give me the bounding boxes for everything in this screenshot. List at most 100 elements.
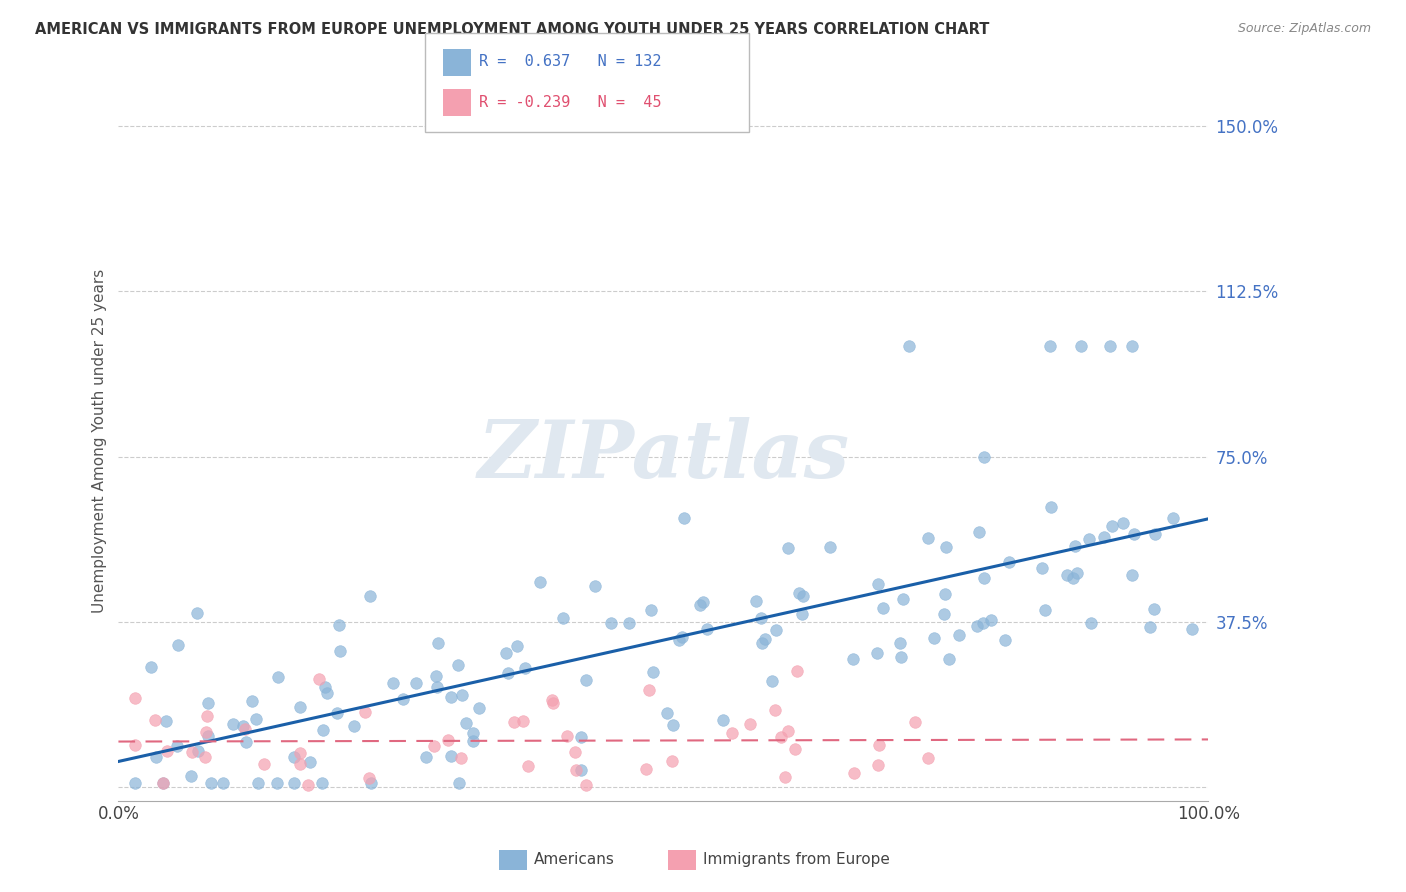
Point xyxy=(447,776,470,790)
Point xyxy=(167,638,190,652)
Point xyxy=(787,585,810,599)
Point xyxy=(312,723,335,737)
Point xyxy=(283,776,305,790)
Point xyxy=(392,691,415,706)
Point xyxy=(197,709,219,723)
Point xyxy=(778,541,800,556)
Point xyxy=(740,717,762,731)
Y-axis label: Unemployment Among Youth under 25 years: Unemployment Among Youth under 25 years xyxy=(93,269,107,614)
Point xyxy=(934,587,956,601)
Point xyxy=(1161,510,1184,524)
Point xyxy=(124,776,146,790)
Point xyxy=(283,750,305,764)
Point xyxy=(245,712,267,726)
Point xyxy=(1092,530,1115,544)
Point xyxy=(463,733,485,747)
Point xyxy=(212,776,235,790)
Point xyxy=(152,776,174,790)
Point xyxy=(751,636,773,650)
Point xyxy=(124,690,146,705)
Point xyxy=(754,632,776,646)
Point xyxy=(308,673,330,687)
Point xyxy=(972,615,994,630)
Point xyxy=(468,701,491,715)
Point xyxy=(1123,527,1146,541)
Point xyxy=(917,751,939,765)
Point xyxy=(463,726,485,740)
Point xyxy=(186,606,208,620)
Point xyxy=(197,696,219,710)
Point xyxy=(247,776,270,790)
Point xyxy=(994,632,1017,647)
Point xyxy=(1080,615,1102,630)
Point xyxy=(671,631,693,645)
Point xyxy=(426,680,449,694)
Point xyxy=(194,749,217,764)
Point xyxy=(329,643,352,657)
Point xyxy=(166,739,188,753)
Point xyxy=(328,617,350,632)
Point xyxy=(495,646,517,660)
Point xyxy=(1056,567,1078,582)
Point xyxy=(235,734,257,748)
Point xyxy=(502,714,524,729)
Point xyxy=(617,615,640,630)
Point xyxy=(891,592,914,607)
Point xyxy=(267,670,290,684)
Point xyxy=(381,676,404,690)
Point xyxy=(948,628,970,642)
Point xyxy=(529,574,551,589)
Point xyxy=(1033,603,1056,617)
Point xyxy=(569,730,592,744)
Point xyxy=(934,607,956,621)
Point xyxy=(866,576,889,591)
Point xyxy=(405,676,427,690)
Point xyxy=(966,619,988,633)
Point xyxy=(143,713,166,727)
Point xyxy=(1121,339,1143,353)
Point xyxy=(155,714,177,728)
Point xyxy=(180,769,202,783)
Point xyxy=(720,725,742,739)
Point xyxy=(516,759,538,773)
Point xyxy=(917,531,939,545)
Point xyxy=(440,749,463,764)
Point xyxy=(1064,539,1087,553)
Point xyxy=(311,776,333,790)
Point xyxy=(673,511,696,525)
Point xyxy=(266,776,288,790)
Point xyxy=(765,623,787,637)
Point xyxy=(541,693,564,707)
Point xyxy=(564,746,586,760)
Text: Immigrants from Europe: Immigrants from Europe xyxy=(703,853,890,867)
Point xyxy=(761,674,783,689)
Point xyxy=(565,763,588,777)
Point xyxy=(792,607,814,621)
Point xyxy=(415,750,437,764)
Point xyxy=(1039,500,1062,514)
Point xyxy=(922,631,945,645)
Text: AMERICAN VS IMMIGRANTS FROM EUROPE UNEMPLOYMENT AMONG YOUTH UNDER 25 YEARS CORRE: AMERICAN VS IMMIGRANTS FROM EUROPE UNEMP… xyxy=(35,22,990,37)
Point xyxy=(422,739,444,753)
Point xyxy=(288,699,311,714)
Point xyxy=(354,705,377,719)
Point xyxy=(574,778,596,792)
Text: Source: ZipAtlas.com: Source: ZipAtlas.com xyxy=(1237,22,1371,36)
Point xyxy=(889,636,911,650)
Point xyxy=(1062,571,1084,585)
Point xyxy=(359,589,381,603)
Point xyxy=(973,450,995,464)
Text: R =  0.637   N = 132: R = 0.637 N = 132 xyxy=(479,54,662,69)
Point xyxy=(437,732,460,747)
Point xyxy=(904,714,927,729)
Point xyxy=(232,719,254,733)
Point xyxy=(662,718,685,732)
Point xyxy=(1143,527,1166,541)
Point xyxy=(751,611,773,625)
Point xyxy=(1121,568,1143,582)
Point xyxy=(297,778,319,792)
Point xyxy=(314,680,336,694)
Point xyxy=(841,652,863,666)
Point xyxy=(450,751,472,765)
Point xyxy=(583,579,606,593)
